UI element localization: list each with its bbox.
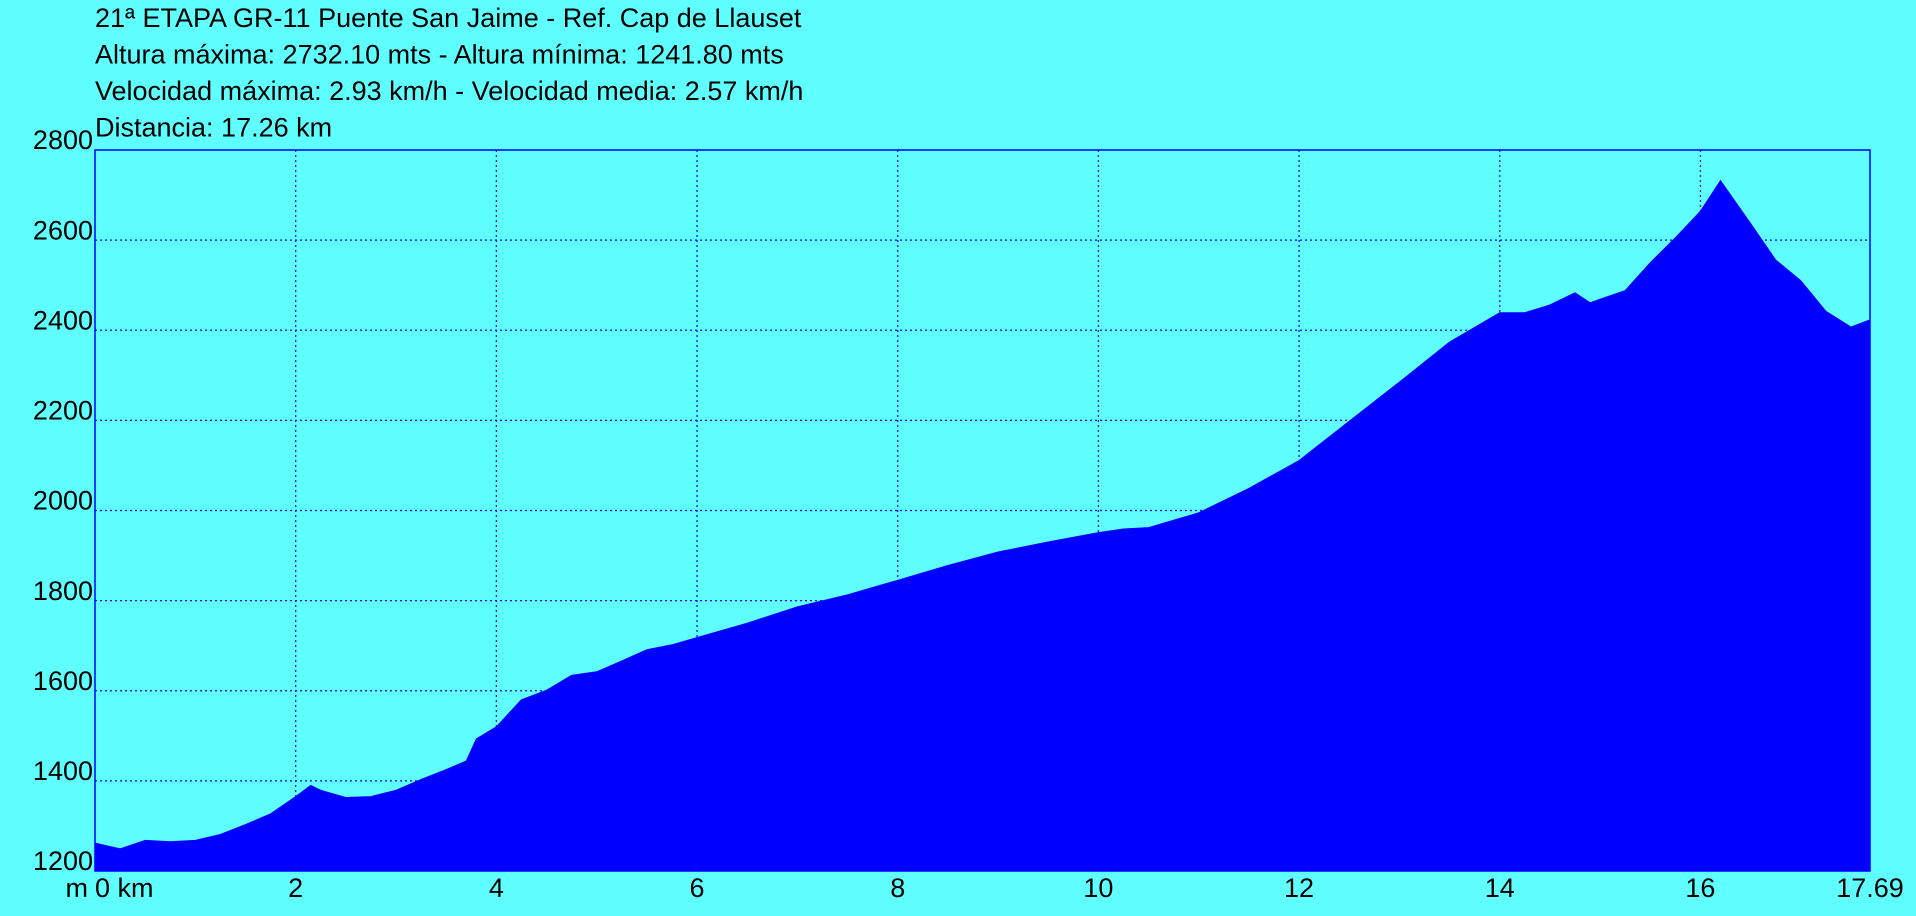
plot-border	[94, 149, 1871, 872]
x-tick-label: 8	[890, 873, 905, 903]
elevation-area	[94, 179, 1871, 872]
y-tick-label: 1400	[33, 756, 93, 786]
x-tick-label: 4	[489, 873, 504, 903]
y-tick-label: 2000	[33, 486, 93, 516]
y-tick-label: 2200	[33, 396, 93, 426]
x-tick-label: 12	[1284, 873, 1314, 903]
x-tick-label: 14	[1485, 873, 1515, 903]
x-tick-label: 16	[1685, 873, 1715, 903]
y-tick-label: 2400	[33, 305, 93, 335]
title-line: Altura máxima: 2732.10 mts - Altura míni…	[95, 40, 784, 70]
x-tick-label: 17.69	[1836, 873, 1904, 903]
title-line: 21ª ETAPA GR-11 Puente San Jaime - Ref. …	[95, 3, 802, 33]
x-tick-label: 6	[690, 873, 705, 903]
y-axis-label: m	[66, 873, 89, 903]
y-tick-label: 1600	[33, 666, 93, 696]
x-tick-label: 2	[288, 873, 303, 903]
y-tick-label: 1800	[33, 576, 93, 606]
title-line: Distancia: 17.26 km	[95, 113, 332, 143]
x-tick-label: 10	[1083, 873, 1113, 903]
y-tick-label: 2600	[33, 215, 93, 245]
y-tick-label: 2800	[33, 125, 93, 155]
title-line: Velocidad máxima: 2.93 km/h - Velocidad …	[95, 76, 803, 106]
x-tick-label: 0 km	[95, 873, 154, 903]
y-tick-label: 1200	[33, 846, 93, 876]
